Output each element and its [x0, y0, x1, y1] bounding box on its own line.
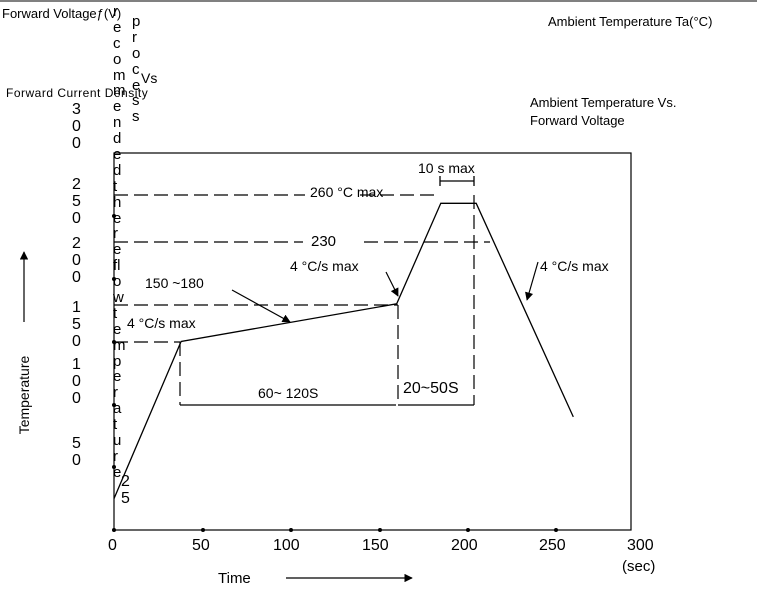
- ramp-down-arrow: [525, 261, 539, 301]
- x-tick-label: 50: [192, 537, 210, 554]
- peak-time-annotation: 10 s max: [418, 160, 475, 176]
- forward-voltage-label: Forward Voltageƒ(V): [2, 6, 122, 21]
- level-230-annotation: 230: [311, 233, 337, 250]
- preheat-time-annotation: 60~ 120S: [258, 385, 319, 401]
- x-tick-mark: [466, 528, 470, 532]
- x-tick-mark: [289, 528, 293, 532]
- x-tick-label: 100: [273, 537, 300, 554]
- y-tick-label: 25: [121, 473, 130, 507]
- x-tick-label: 200: [451, 537, 478, 554]
- y-tick-mark: [112, 465, 116, 469]
- x-tick-label: 250: [539, 537, 566, 554]
- x-tick-label: 150: [362, 537, 389, 554]
- y-tick-label: 300: [72, 101, 81, 152]
- y-tick-label: 100: [72, 356, 81, 407]
- recommended-reflow-vertical-text: recommended the reflow temperature: [113, 3, 126, 481]
- ramp-up-2-arrow: [385, 271, 399, 297]
- y-tick-label: 50: [72, 435, 81, 469]
- ambient-vs-voltage-line2: Forward Voltage: [530, 113, 625, 128]
- ramp-up-1-annotation: 4 °C/s max: [127, 315, 196, 331]
- y-tick-mark: [112, 403, 116, 407]
- y-tick-label: 150: [72, 299, 81, 350]
- x-tick-mark: [112, 528, 116, 532]
- peak-temperature-annotation: 260 °C max: [310, 184, 384, 200]
- ambient-temperature-label: Ambient Temperature Ta(°C): [548, 14, 713, 29]
- x-axis-ticks: [112, 528, 558, 532]
- x-tick-label: 300: [627, 537, 654, 554]
- ramp-down-annotation: 4 °C/s max: [540, 258, 609, 274]
- x-unit-label: (sec): [622, 558, 656, 575]
- y-tick-mark: [112, 277, 116, 281]
- preheat-range-arrow: [231, 289, 291, 323]
- process-vertical-text: process: [132, 13, 141, 126]
- reference-lines: [114, 194, 490, 405]
- x-tick-mark: [554, 528, 558, 532]
- y-tick-label: 200: [72, 235, 81, 286]
- vs-label: Vs: [141, 70, 158, 86]
- y-axis-ticks: [112, 214, 116, 469]
- x-tick-mark: [378, 528, 382, 532]
- x-tick-mark: [201, 528, 205, 532]
- y-tick-mark: [112, 214, 116, 218]
- temperature-profile-line: [113, 202, 574, 499]
- ramp-up-2-annotation: 4 °C/s max: [290, 258, 359, 274]
- plot-frame: [113, 152, 632, 531]
- x-tick-label: 0: [108, 537, 117, 554]
- annotation-arrows: [231, 261, 539, 323]
- time-span-arrows: [180, 176, 475, 406]
- y-tick-label: 250: [72, 176, 81, 227]
- forward-current-density-label: Forward Current Density: [6, 86, 149, 100]
- preheat-range-annotation: 150 ~180: [145, 275, 204, 291]
- above-230-time-annotation: 20~50S: [403, 380, 459, 397]
- ambient-vs-voltage-line1: Ambient Temperature Vs.: [530, 95, 677, 110]
- x-axis-label: Time: [218, 570, 251, 587]
